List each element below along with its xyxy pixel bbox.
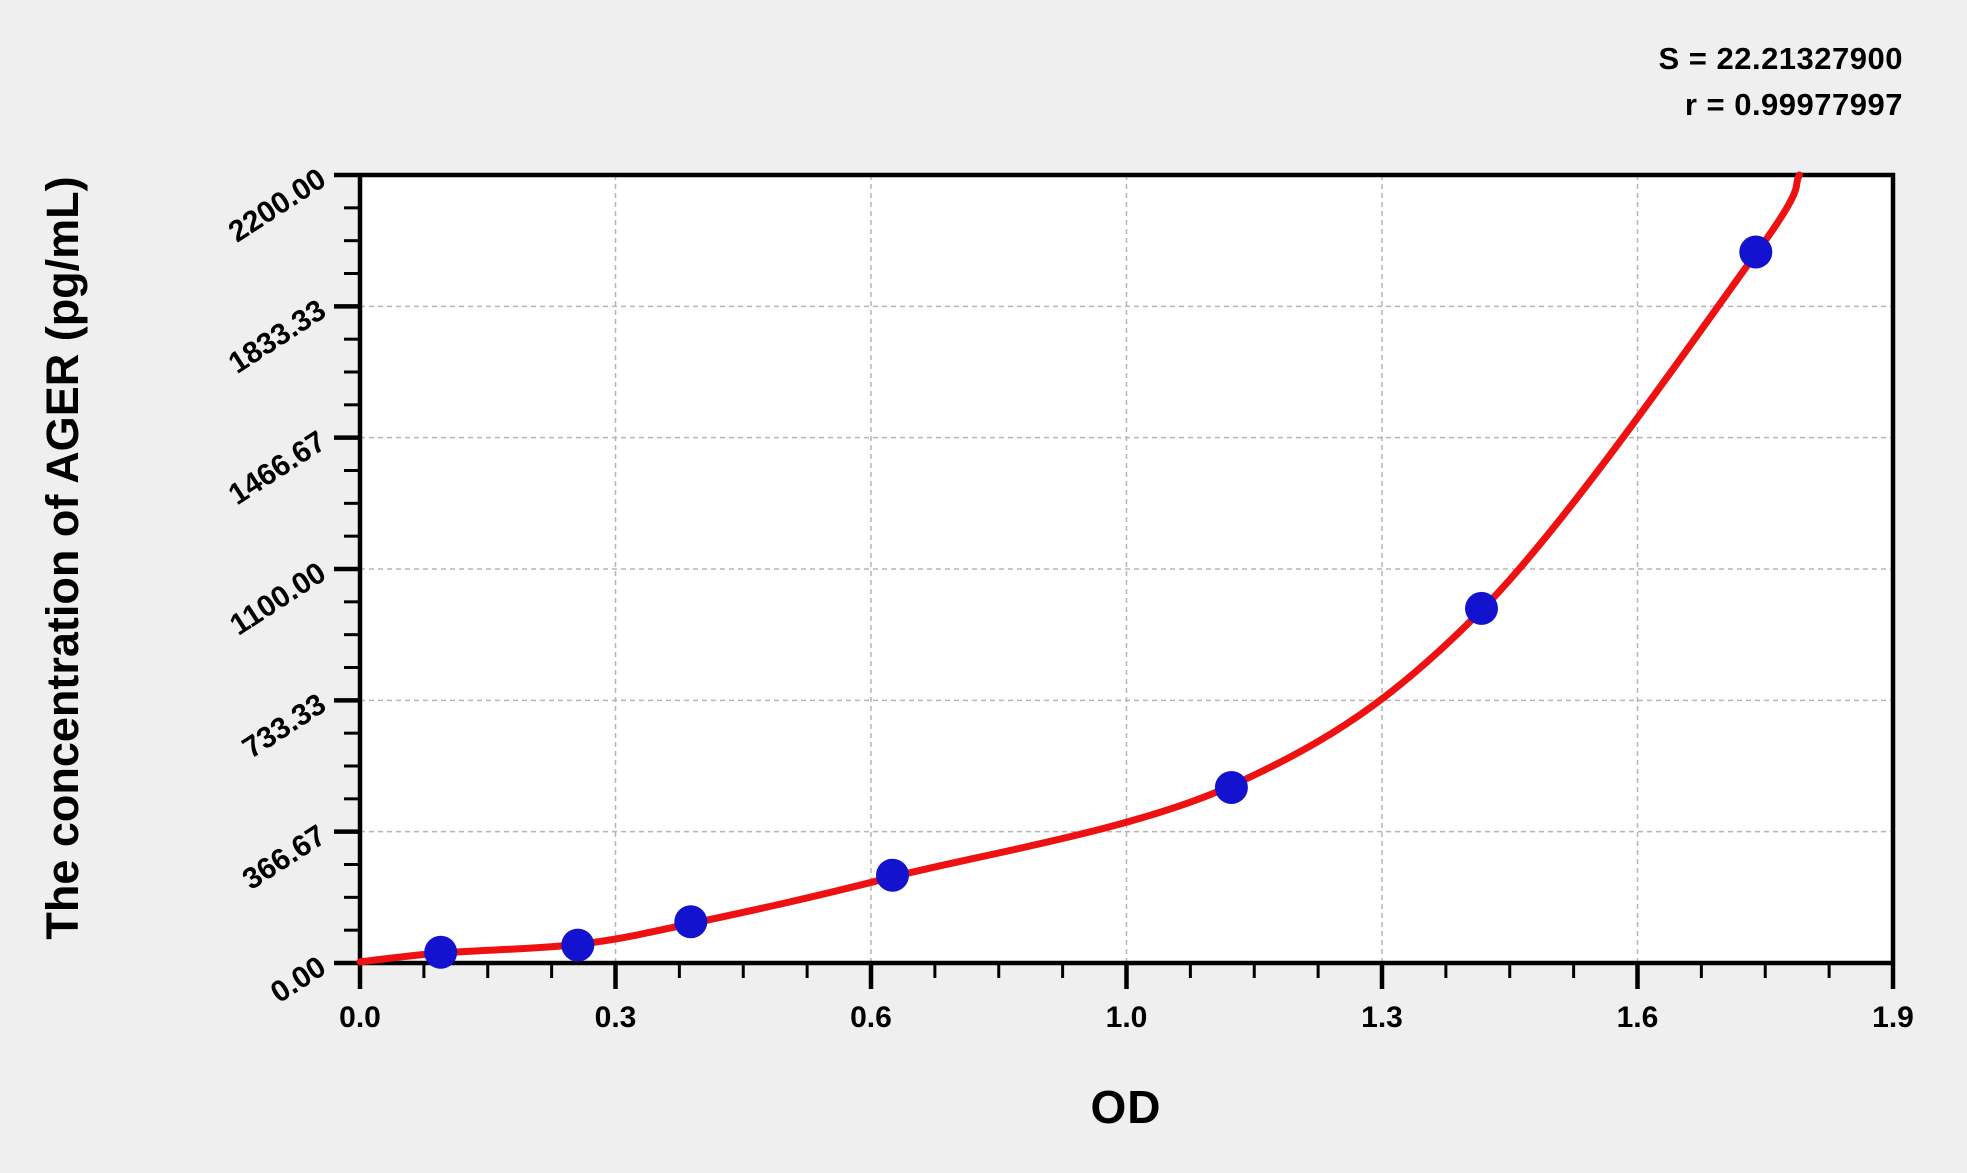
axis-ticks <box>334 172 1896 989</box>
data-point-marker <box>1465 591 1498 625</box>
axes-frame <box>357 172 1896 966</box>
x-tick-label: 1.9 <box>1872 1001 1914 1034</box>
y-tick-label: 366.67 <box>237 819 332 897</box>
data-point-marker <box>1214 771 1248 804</box>
y-tick-label: 733.33 <box>237 688 332 766</box>
gridlines <box>360 175 1893 963</box>
x-tick-label: 0.0 <box>339 1001 381 1034</box>
data-point-marker <box>424 935 458 969</box>
x-tick-label: 1.0 <box>1106 1001 1148 1034</box>
fit-stat-r: r = 0.99977997 <box>1684 87 1903 122</box>
y-tick-label: 1833.33 <box>223 294 332 381</box>
y-tick-label: 1466.67 <box>223 425 332 512</box>
data-point-marker <box>674 905 708 939</box>
data-point-marker <box>561 928 595 962</box>
y-tick-label: 0.00 <box>265 950 332 1009</box>
data-series <box>356 171 1803 969</box>
fit-stat-s: S = 22.21327900 <box>1658 41 1903 76</box>
y-tick-label: 2200.00 <box>223 162 332 249</box>
fit-statistics: S = 22.21327900 r = 0.99977997 <box>1658 36 1903 128</box>
x-axis-title: OD <box>1090 1081 1162 1133</box>
x-tick-label: 0.6 <box>850 1001 892 1034</box>
x-tick-label: 1.3 <box>1361 1001 1403 1034</box>
y-tick-label: 1100.00 <box>224 556 332 642</box>
x-tick-label: 1.6 <box>1617 1001 1659 1034</box>
data-point-marker <box>876 858 909 892</box>
x-tick-label: 0.3 <box>595 1001 637 1034</box>
data-point-marker <box>1739 235 1773 269</box>
fitted-curve-line <box>356 171 1803 966</box>
